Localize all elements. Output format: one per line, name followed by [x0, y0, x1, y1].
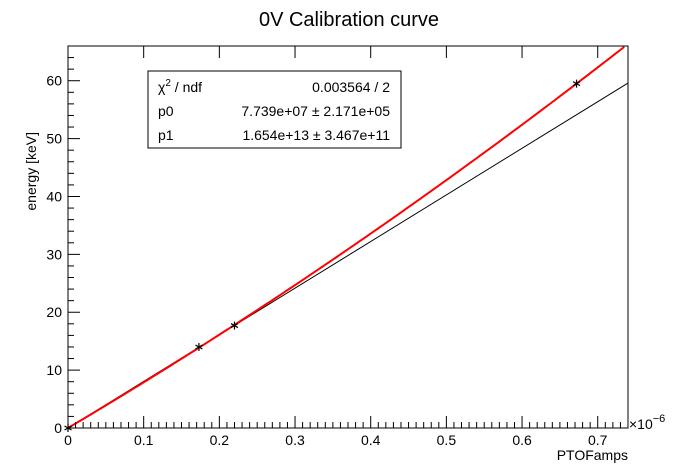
x-tick-label: 0.5 [437, 432, 457, 448]
stats-p1-value: 1.654e+13 ± 3.467e+11 [242, 127, 390, 143]
stats-p0-label: p0 [158, 103, 174, 119]
fit-curve [67, 46, 625, 429]
stats-box-frame [147, 70, 402, 149]
y-tick-label: 60 [46, 73, 62, 89]
stats-p0-value: 7.739e+07 ± 2.171e+05 [241, 103, 390, 119]
data-point-stroke [230, 323, 239, 329]
x-tick-label: 0 [64, 432, 72, 448]
x-tick-label: 0.3 [285, 432, 305, 448]
x-tick-label: 0.1 [134, 432, 154, 448]
data-point-stroke [195, 344, 203, 350]
data-point [572, 79, 581, 88]
x-axis-label: PTOFamps [557, 447, 628, 463]
stats-p1-label: p1 [158, 127, 174, 143]
x-tick-label: 0.2 [210, 432, 230, 448]
data-point [230, 321, 239, 330]
y-tick-label: 0 [54, 420, 62, 436]
y-tick-label: 50 [46, 131, 62, 147]
stats-chi2-value: 0.003564 / 2 [312, 79, 390, 95]
stats-box: χ2 / ndf 0.003564 / 2 p0 7.739e+07 ± 2.1… [147, 70, 402, 149]
x-tick-label: 0.7 [588, 432, 608, 448]
y-tick-label: 30 [46, 246, 62, 262]
stats-chi2-label: χ2 / ndf [158, 78, 202, 95]
x-axis-exponent-power: −6 [653, 413, 666, 425]
y-tick-label: 10 [46, 362, 62, 378]
y-tick-label: 40 [46, 188, 62, 204]
data-point-stroke [572, 81, 581, 87]
x-tick-label: 0.4 [361, 432, 381, 448]
y-tick-label: 20 [46, 304, 62, 320]
chart-title: 0V Calibration curve [259, 9, 439, 31]
x-axis-exponent: ×10−6 [629, 413, 665, 432]
plot-area [64, 46, 629, 432]
x-tick-label: 0.6 [512, 432, 532, 448]
data-point [195, 342, 203, 351]
y-axis-label: energy [keV] [23, 132, 39, 211]
axes: 0 0.1 0.2 0.3 0.4 0.5 0.6 0.7 0 10 20 30 40 50 60 [46, 45, 629, 448]
